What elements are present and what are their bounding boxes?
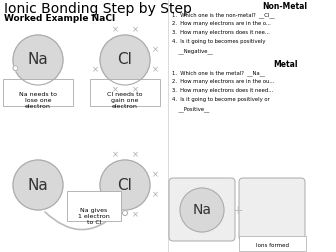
Text: ×: × [112, 150, 119, 160]
Text: Na: Na [193, 203, 211, 217]
Text: ×: × [91, 66, 98, 75]
Text: 3.  How many electrons does it nee...: 3. How many electrons does it nee... [172, 30, 270, 35]
Text: 4.  Is it going to becomes positively: 4. Is it going to becomes positively [172, 39, 265, 44]
Text: Non-Metal: Non-Metal [262, 2, 307, 11]
Circle shape [100, 35, 150, 85]
Text: Na gives
1 electron
to Cl: Na gives 1 electron to Cl [78, 208, 110, 225]
Text: ×: × [131, 210, 138, 219]
Text: Cl needs to
gain one
electron: Cl needs to gain one electron [107, 92, 143, 109]
Circle shape [180, 188, 224, 232]
Text: ×: × [131, 25, 138, 35]
Text: ×: × [112, 210, 119, 219]
Text: ×: × [131, 150, 138, 160]
FancyBboxPatch shape [239, 236, 306, 251]
Circle shape [13, 66, 18, 71]
FancyBboxPatch shape [90, 79, 160, 106]
Text: ×: × [112, 85, 119, 94]
FancyArrowPatch shape [45, 212, 117, 230]
Text: Worked Example NaCl: Worked Example NaCl [4, 14, 115, 23]
Circle shape [13, 35, 63, 85]
Text: ×: × [91, 191, 98, 200]
Text: 2.  How many electrons are in the ou...: 2. How many electrons are in the ou... [172, 79, 274, 84]
Text: Cl: Cl [118, 52, 132, 68]
Text: Ions formed: Ions formed [255, 243, 289, 248]
Text: Na: Na [28, 177, 48, 193]
Text: 1.  Which one is the non-metal?  __Cl__: 1. Which one is the non-metal? __Cl__ [172, 12, 275, 18]
Text: Na: Na [28, 52, 48, 68]
Text: 1.  Which one is the metal?  __Na__: 1. Which one is the metal? __Na__ [172, 70, 265, 76]
Text: 4.  Is it going to become positively or: 4. Is it going to become positively or [172, 97, 270, 102]
Text: Metal: Metal [273, 60, 297, 69]
Text: Na needs to
lose one
electron: Na needs to lose one electron [19, 92, 57, 109]
Text: ×: × [152, 171, 159, 179]
Text: Cl: Cl [118, 177, 132, 193]
Text: ×: × [152, 191, 159, 200]
Text: ×: × [152, 46, 159, 54]
Text: __Negative__: __Negative__ [172, 48, 213, 54]
Text: __Positive__: __Positive__ [172, 106, 209, 112]
FancyBboxPatch shape [3, 79, 73, 106]
Text: +: + [233, 204, 243, 216]
Text: 2.  How many electrons are in the o...: 2. How many electrons are in the o... [172, 21, 271, 26]
Text: Ionic Bonding Step by Step: Ionic Bonding Step by Step [4, 2, 192, 16]
Text: 3.  How many electrons does it need...: 3. How many electrons does it need... [172, 88, 273, 93]
Text: ×: × [152, 66, 159, 75]
Circle shape [13, 160, 63, 210]
FancyBboxPatch shape [169, 178, 235, 241]
Circle shape [100, 160, 150, 210]
Text: ×: × [112, 25, 119, 35]
Text: ×: × [131, 85, 138, 94]
FancyBboxPatch shape [239, 178, 305, 241]
FancyBboxPatch shape [67, 191, 121, 221]
Circle shape [123, 210, 127, 215]
